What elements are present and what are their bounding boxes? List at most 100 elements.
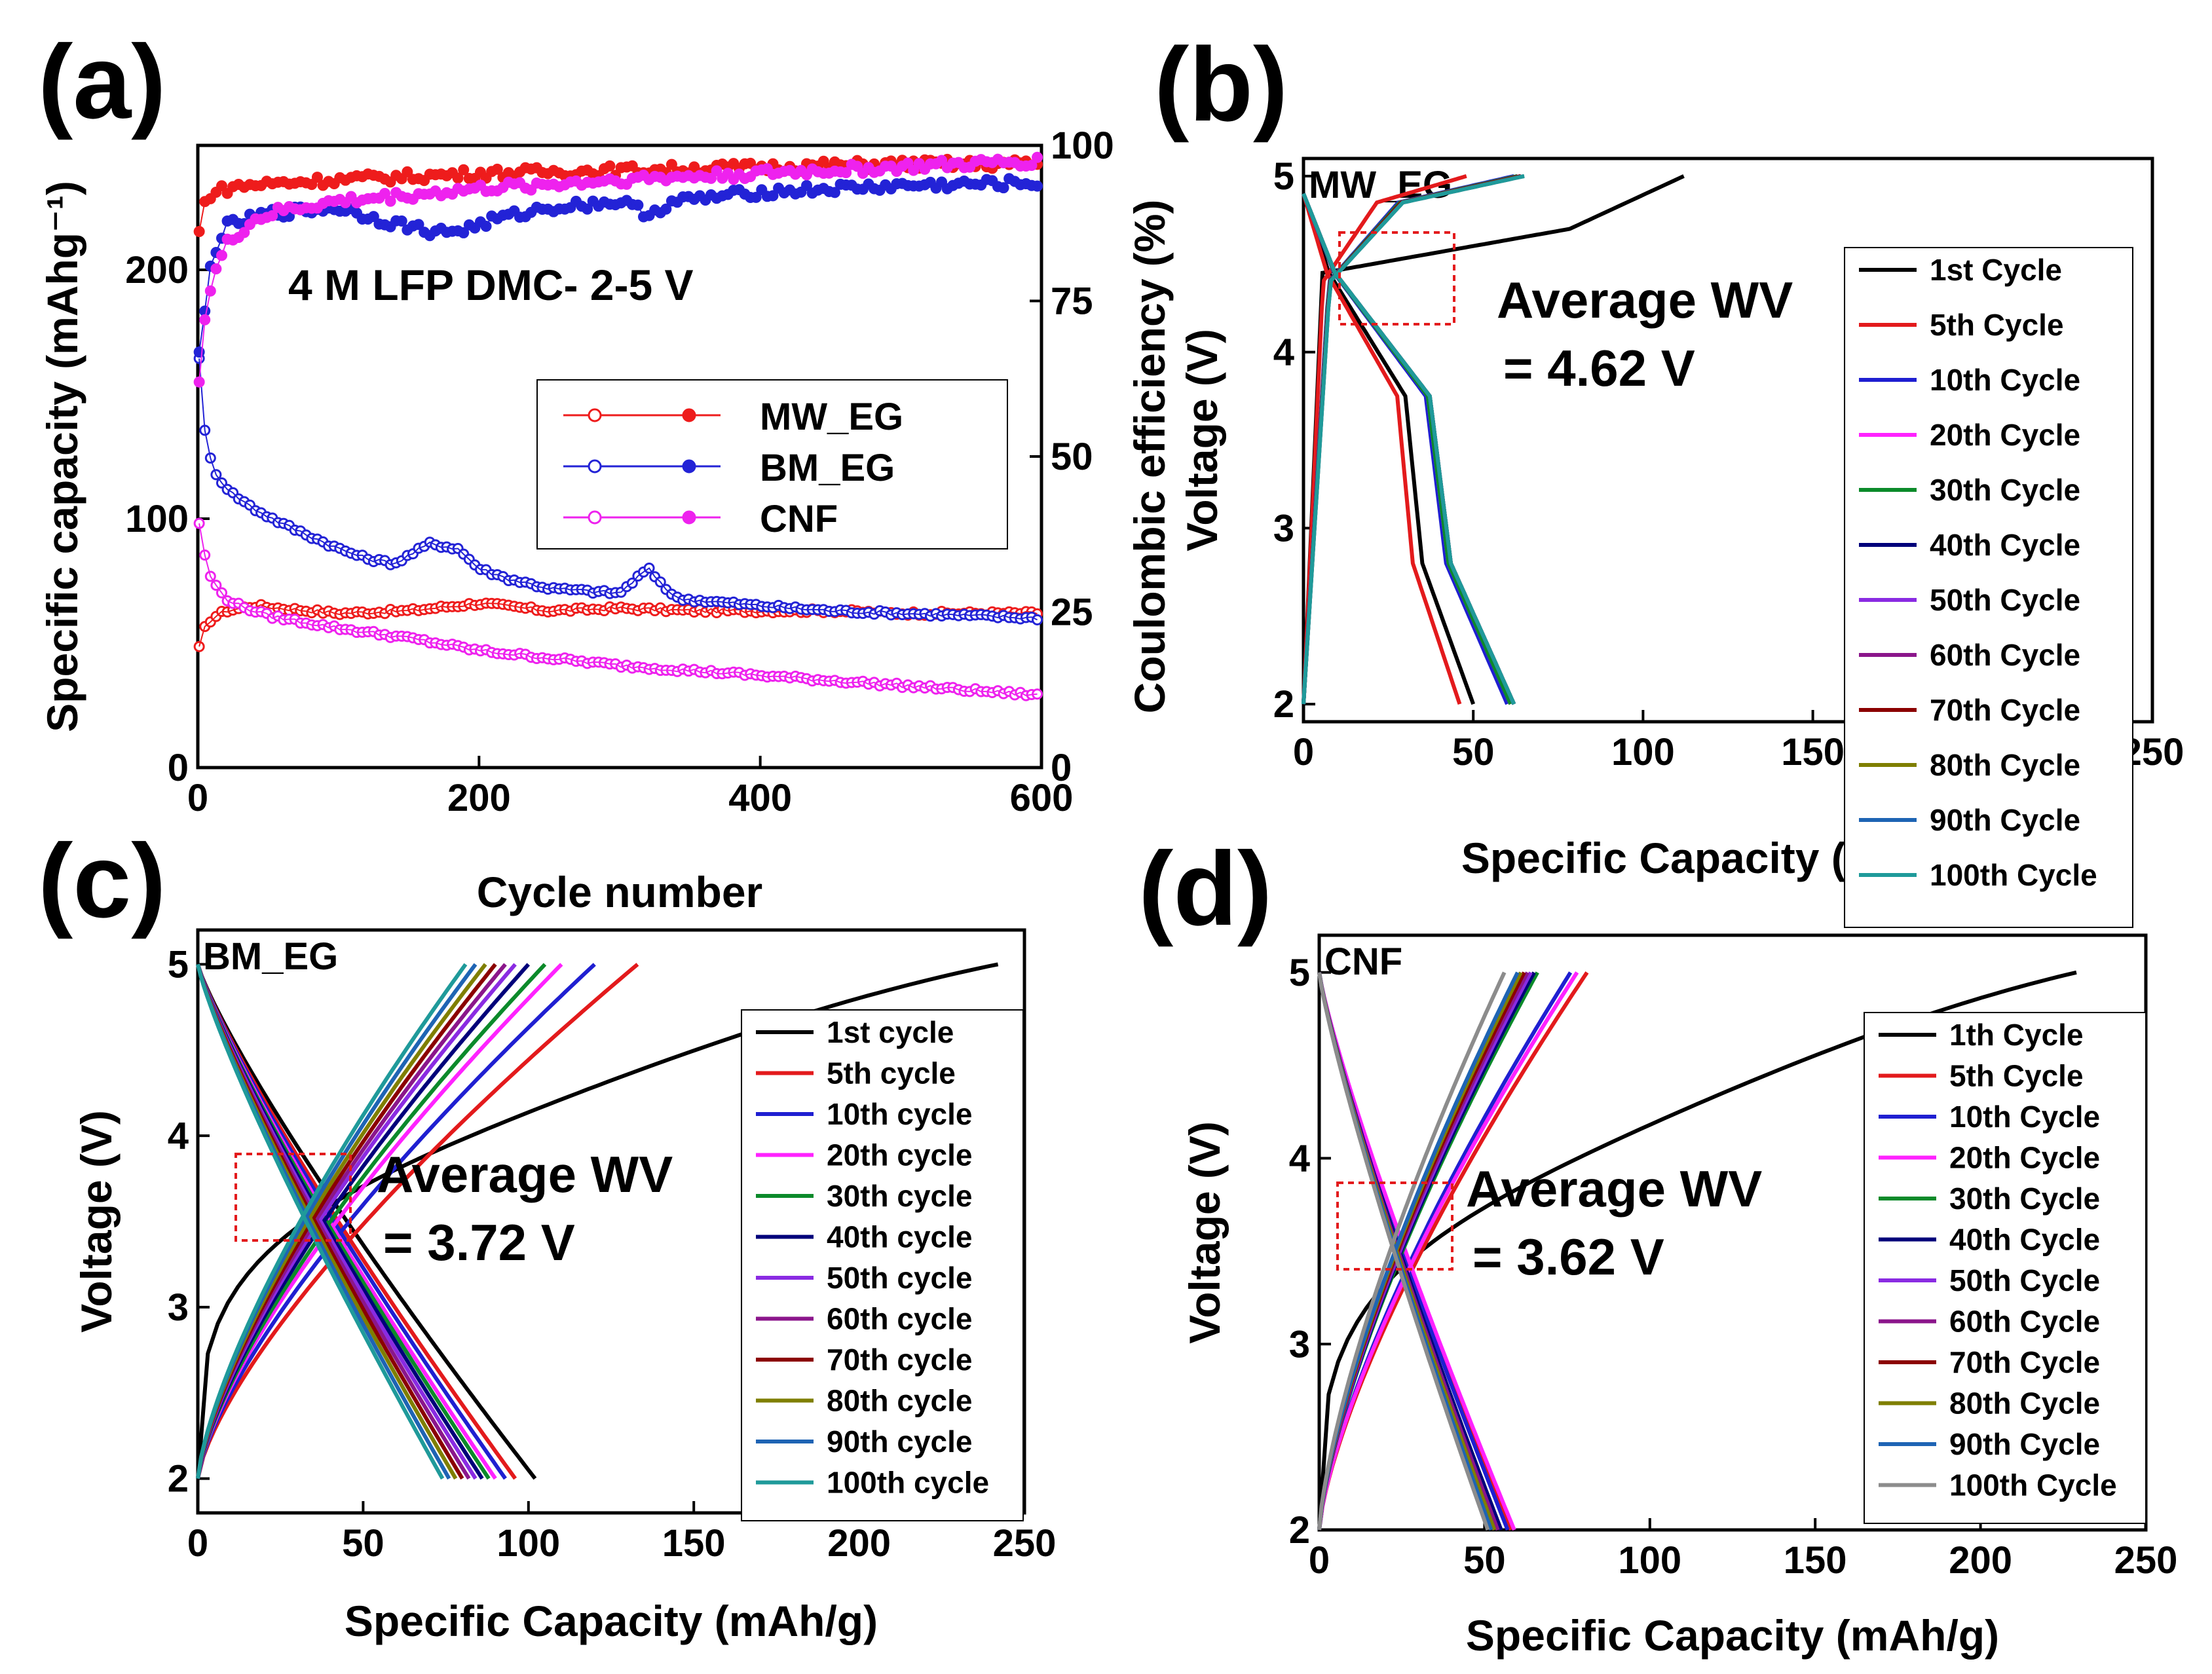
charge-curve [196, 963, 468, 1479]
x-tick-label: 150 [662, 1522, 726, 1565]
annotation-line-1: Average WV [1497, 271, 1793, 329]
inset-title: BM_EG [203, 935, 338, 978]
inset-title: MW_EG [1309, 164, 1452, 206]
legend-label: 50th Cycle [1930, 583, 2080, 617]
legend-box [1864, 1012, 2146, 1524]
y-tick-label: 4 [1273, 331, 1294, 374]
panel-label: (d) [1138, 830, 1272, 947]
x-tick-label: 200 [447, 777, 511, 819]
plot-frame [1302, 157, 2154, 724]
series-cnf-capacity [193, 517, 1043, 701]
charge-curve [196, 963, 639, 1479]
x-tick-label: 600 [1010, 777, 1074, 819]
x-tick-label: 100 [497, 1522, 560, 1565]
highlight-box [234, 1153, 352, 1242]
legend-label: 100th Cycle [1949, 1468, 2117, 1502]
x-tick-label: 200 [1949, 1539, 2012, 1582]
charge-curve [196, 963, 563, 1479]
annotation-line-2: = 4.62 V [1503, 339, 1695, 397]
charge-curve [196, 963, 596, 1479]
legend-label: 10th Cycle [1930, 363, 2080, 397]
annotation-line-1: Average WV [1466, 1160, 1762, 1218]
legend-label: 40th Cycle [1930, 528, 2080, 562]
discharge-curve [1302, 193, 1462, 705]
y-tick-label: 3 [168, 1286, 189, 1329]
x-tick-label: 150 [1781, 731, 1845, 773]
legend-label: 70th Cycle [1930, 693, 2080, 727]
charge-curve [1317, 970, 2077, 1531]
legend-label: 100th Cycle [1930, 858, 2097, 892]
y-tick-label: 4 [168, 1115, 189, 1157]
legend-label: CNF [760, 498, 838, 540]
legend-label: 10th cycle [827, 1097, 972, 1131]
legend-box [741, 1009, 1024, 1521]
legend-marker-filled [682, 408, 696, 422]
legend-marker-open [588, 408, 602, 422]
y2-tick-label: 75 [1051, 280, 1093, 323]
legend-label: 90th Cycle [1930, 803, 2080, 837]
legend-label: 60th cycle [827, 1302, 972, 1336]
legend-label: 40th cycle [827, 1220, 972, 1254]
x-tick-label: 50 [342, 1522, 384, 1565]
legend-label: 20th Cycle [1930, 418, 2080, 452]
legend-marker-open [588, 510, 602, 525]
y-axis-title: Voltage (V) [1178, 329, 1226, 551]
x-tick-label: 200 [827, 1522, 891, 1565]
charge-curve [1302, 174, 1525, 705]
series-5th-cycle [1302, 174, 1467, 705]
x-tick-label: 0 [1293, 731, 1314, 773]
y-tick-label: 2 [1273, 683, 1294, 726]
series-line [198, 157, 1038, 382]
legend-label: 5th Cycle [1949, 1059, 2084, 1093]
x-tick-label: 150 [1784, 1539, 1847, 1582]
y-tick-label: 100 [125, 498, 189, 540]
x-tick-label: 0 [187, 1522, 208, 1565]
legend-label: 1st cycle [827, 1015, 954, 1049]
y-tick-label: 2 [168, 1458, 189, 1500]
legend-label: 40th Cycle [1949, 1223, 2100, 1257]
legend-label: 80th cycle [827, 1384, 972, 1418]
annotation-line-2: = 3.72 V [383, 1214, 575, 1271]
charge-curve [1302, 174, 1467, 705]
series-bm-eg-ce [193, 173, 1043, 358]
panel-label: (c) [38, 822, 166, 939]
legend-label: 30th Cycle [1930, 473, 2080, 507]
panel-label: (a) [38, 23, 166, 140]
series-line [198, 358, 1038, 621]
y-tick-label: 5 [1273, 155, 1294, 198]
panel-c: (c) 0 50 100 150 200 250 2 3 4 5 Specific Capacity … [38, 822, 1056, 1645]
y-tick-label: 200 [125, 249, 189, 291]
y-tick-label: 3 [1273, 507, 1294, 549]
y2-tick-label: 25 [1051, 591, 1093, 634]
x-axis-title: Specific Capacity (mAh/g) [345, 1597, 878, 1645]
discharge-curve [1317, 972, 1490, 1531]
x-tick-label: 50 [1463, 1539, 1506, 1582]
legend-label: 10th Cycle [1949, 1100, 2100, 1134]
legend-label: 80th Cycle [1949, 1386, 2100, 1421]
legend-label: 20th Cycle [1949, 1141, 2100, 1175]
y-tick-label: 2 [1289, 1509, 1310, 1552]
y-tick-label: 5 [1289, 952, 1310, 994]
x-tick-label: 0 [187, 777, 208, 819]
annotation-line-2: = 3.62 V [1472, 1228, 1664, 1286]
legend-label: 90th Cycle [1949, 1427, 2100, 1461]
legend-label: 1st Cycle [1930, 253, 2062, 287]
charge-curve [196, 963, 547, 1479]
condition-annotation: 4 M LFP DMC- 2-5 V [288, 261, 694, 309]
charge-curve [1317, 971, 1520, 1531]
legend-label: 70th cycle [827, 1343, 972, 1377]
legend-label: 60th Cycle [1930, 638, 2080, 672]
series-100th-cycle [1317, 971, 1507, 1531]
y-tick-label: 0 [168, 747, 189, 789]
y-tick-label: 4 [1289, 1138, 1310, 1180]
discharge-curve [196, 963, 445, 1480]
y2-tick-label: 100 [1051, 124, 1114, 167]
y-tick-label: 5 [168, 943, 189, 986]
legend-label: 30th Cycle [1949, 1181, 2100, 1216]
panel-d: (d) 0 50 100 150 200 250 2 3 4 5 Specific Capacity … [1138, 830, 2177, 1660]
legend-label: 70th Cycle [1949, 1345, 2100, 1379]
legend-label: 80th Cycle [1930, 748, 2080, 782]
x-tick-label: 0 [1309, 1539, 1330, 1582]
